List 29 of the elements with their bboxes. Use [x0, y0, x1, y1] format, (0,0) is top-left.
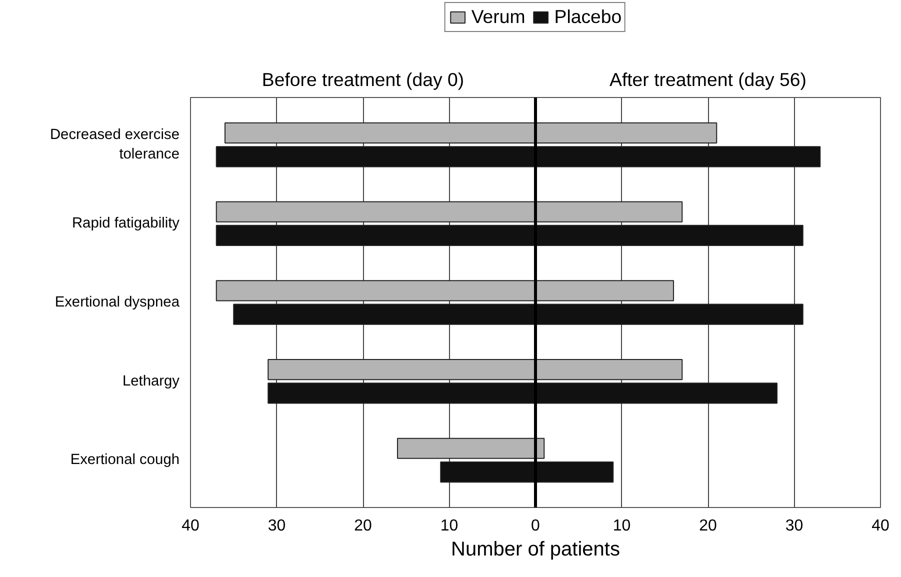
legend-label: Verum: [471, 6, 526, 28]
y-tick-label: Exertional cough: [70, 452, 180, 468]
x-tick-label: 40: [872, 518, 890, 534]
bar: [397, 438, 545, 459]
x-tick-label: 40: [182, 518, 200, 534]
bar: [268, 358, 683, 380]
text: After treatment (day 56): [609, 68, 807, 90]
y-tick-label: Rapid fatigability: [72, 216, 180, 232]
bar: [216, 224, 804, 246]
x-tick-label: 20: [354, 518, 372, 534]
bar: [224, 122, 718, 144]
x-tick-label: 30: [268, 518, 286, 534]
y-tick-label: Lethargy: [122, 373, 180, 390]
y-tick-label: Exertional dyspnea: [54, 294, 180, 310]
x-tick-label: 0: [531, 518, 540, 534]
x-tick-label: 30: [785, 518, 804, 534]
bar: [216, 201, 683, 222]
text: Before treatment (day 0): [262, 68, 464, 90]
x-tick-label: 10: [612, 518, 631, 534]
x-tick-label: 20: [699, 518, 717, 534]
legend-label: Placebo: [554, 6, 622, 28]
bar: [216, 146, 821, 168]
bar: [440, 461, 614, 483]
bar: [268, 382, 778, 404]
bar: [216, 280, 674, 302]
y-tick-label: Decreased exercise tolerance: [50, 127, 180, 162]
x-axis-title: Number of patients: [451, 538, 620, 560]
x-tick-label: 10: [440, 518, 458, 534]
bar: [233, 304, 804, 325]
